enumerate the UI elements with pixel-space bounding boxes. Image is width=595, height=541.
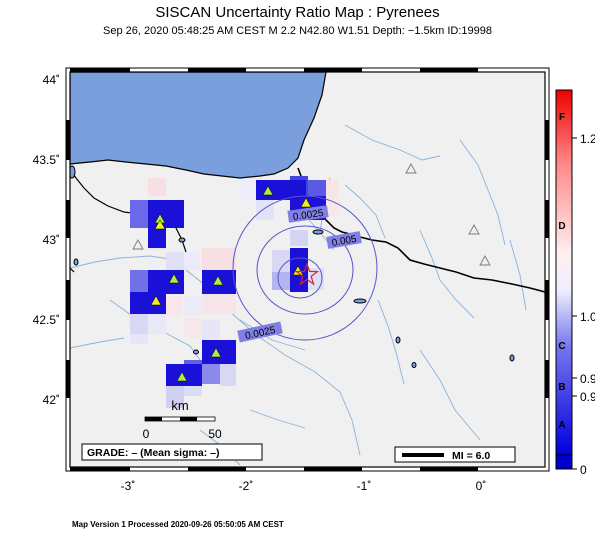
contour-lines	[232, 195, 378, 341]
border-line	[70, 169, 197, 265]
x-tick-label: -3˚	[121, 479, 136, 493]
stations-inactive	[132, 163, 491, 266]
colorbar-value: 0.9	[580, 372, 595, 386]
stations-active	[150, 185, 312, 382]
sea-area	[70, 72, 327, 179]
y-tick-label: 43.5˚	[33, 153, 60, 167]
grade-letter-f: F	[559, 112, 565, 123]
contour-label-2: 0.005	[331, 234, 358, 249]
x-tick-label: -1˚	[357, 479, 372, 493]
grade-letter-a: A	[558, 420, 565, 431]
y-tick-label: 44˚	[43, 73, 60, 87]
contour-label-1: 0.0025	[292, 208, 324, 223]
event-info: Sep 26, 2020 05:48:25 AM CEST M 2.2 N42.…	[102, 25, 492, 37]
station-triangle	[262, 185, 274, 196]
station-hollow-triangle	[468, 224, 480, 235]
colorbar-value: 0.9	[580, 390, 595, 404]
colorbar: F D C B A 1.2 1.0 0.9 0.9 0	[555, 89, 595, 477]
scale-unit: km	[171, 398, 188, 413]
border-line-2	[70, 267, 75, 273]
grade-letter-d: D	[558, 221, 565, 232]
station-triangle	[154, 219, 166, 230]
grade-box	[81, 443, 263, 461]
y-tick-label: 43˚	[43, 233, 60, 247]
station-triangle	[212, 275, 224, 286]
station-triangle	[292, 265, 304, 276]
scale-label-50: 50	[208, 427, 222, 441]
station-triangle	[150, 295, 162, 306]
scale-bar	[144, 416, 216, 422]
station-hollow-triangle	[405, 163, 417, 174]
station-triangle	[210, 347, 222, 358]
y-tick-label: 42˚	[43, 393, 60, 407]
station-triangle	[176, 371, 188, 382]
processing-footer: Map Version 1 Processed 2020-09-26 05:50…	[72, 520, 284, 529]
scale-label-0: 0	[143, 427, 150, 441]
axis-labels: -3˚ -2˚ -1˚ 0˚ 44˚ 43.5˚ 43˚ 42.5˚ 42˚	[33, 73, 487, 493]
epicenter-star	[294, 262, 320, 286]
map-frame	[65, 67, 550, 472]
colorbar-value: 1.0	[580, 310, 595, 324]
grade-letter-b: B	[558, 382, 565, 393]
mi-text: MI = 6.0	[452, 450, 490, 462]
mi-box	[394, 446, 516, 463]
uncertainty-cells	[130, 176, 340, 408]
grade-letter-c: C	[558, 341, 565, 352]
colorbar-value: 1.2	[580, 132, 595, 146]
colorbar-value: 0	[580, 463, 587, 477]
x-tick-label: -2˚	[239, 479, 254, 493]
mi-line	[402, 453, 444, 457]
station-hollow-triangle	[132, 239, 144, 250]
y-tick-label: 42.5˚	[33, 313, 60, 327]
map-title: SISCAN Uncertainty Ratio Map : Pyrenees	[155, 4, 440, 21]
grade-text: GRADE: – (Mean sigma: –)	[87, 447, 219, 459]
station-triangle	[168, 273, 180, 284]
x-tick-label: 0˚	[476, 479, 487, 493]
station-triangle	[300, 197, 312, 208]
station-hollow-triangle	[479, 255, 491, 266]
